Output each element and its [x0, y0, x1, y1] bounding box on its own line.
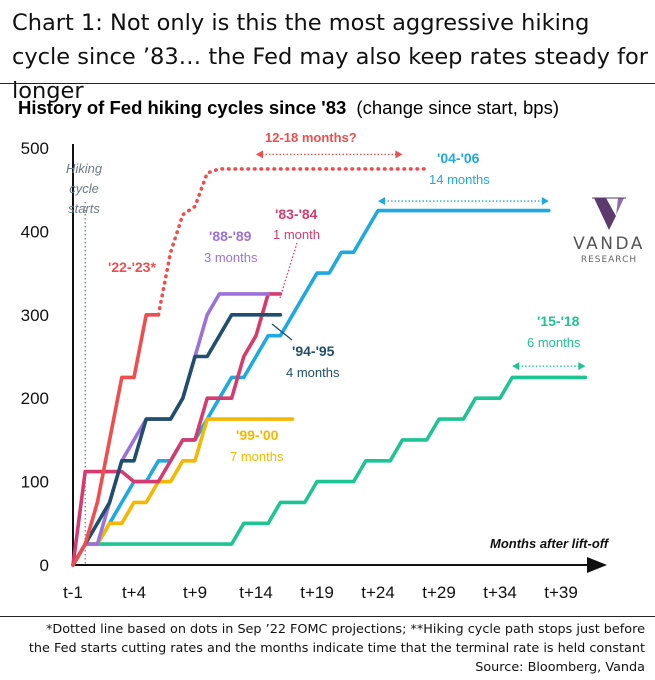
- y-tick-label: 100: [21, 473, 49, 492]
- footnote-line-1: *Dotted line based on dots in Sep ’22 FO…: [45, 622, 645, 637]
- header-divider: [0, 83, 655, 84]
- x-tick-label: t+34: [483, 583, 517, 602]
- label-83-84: '83-'84: [275, 206, 318, 222]
- start-label-line: starts: [68, 201, 100, 216]
- x-tick-label: t+29: [422, 583, 456, 602]
- start-label-line: cycle: [69, 181, 99, 196]
- chart-title: History of Fed hiking cycles since '83 (…: [18, 97, 559, 118]
- label-12-18-months: 12-18 months?: [265, 130, 357, 145]
- y-tick-label: 400: [21, 222, 49, 241]
- arrow-15-18-hold-head-right: [578, 362, 586, 371]
- vanda-logo-name: VANDA: [573, 234, 645, 254]
- series-line-94-95: [71, 313, 283, 567]
- arrow-15-18-hold-head-left: [512, 362, 520, 371]
- x-tick-label: t+19: [300, 583, 334, 602]
- vanda-logo-mark-icon: [592, 197, 626, 230]
- sublabel-83-84: 1 month: [273, 227, 320, 242]
- start-label-line: Hiking: [66, 161, 103, 176]
- series-line-83-84: [71, 292, 283, 567]
- y-tick-label: 200: [21, 389, 49, 408]
- hiking-cycle-start-marker: Hiking cycle starts: [66, 161, 103, 565]
- arrow-12-18-months-head-left: [256, 150, 263, 159]
- arrow-04-06-hold-head-right: [541, 197, 549, 206]
- footnote-source: Source: Bloomberg, Vanda: [475, 660, 645, 675]
- label-04-06: '04-'06: [437, 150, 480, 166]
- arrow-12-18-months-head-right: [395, 150, 403, 159]
- vanda-logo-sub: RESEARCH: [580, 255, 638, 265]
- x-tick-label: t+39: [544, 583, 578, 602]
- y-axis: 0 100 200 300 400 500: [21, 139, 74, 575]
- series-line-04-06: [71, 208, 551, 567]
- y-tick-label: 500: [21, 139, 49, 158]
- sublabel-88-89: 3 months: [204, 250, 258, 265]
- series-line-15-18: [71, 375, 588, 567]
- label-22-23: '22-'23*: [108, 259, 156, 275]
- sublabel-99-00: 7 months: [230, 449, 284, 464]
- x-tick-label: t+4: [122, 583, 146, 602]
- footer-divider: [0, 616, 655, 617]
- label-88-89: '88-'89: [209, 228, 252, 244]
- series-lines: [71, 167, 588, 567]
- chart-title-bold: History of Fed hiking cycles since '83: [18, 97, 346, 118]
- series-projection-22-23: [156, 167, 429, 317]
- x-axis: t-1 t+4 t+9 t+14 t+19 t+24 t+29 t+34 t+39: [63, 557, 607, 602]
- leader-83-84: [279, 242, 298, 299]
- x-axis-title: Months after lift-off: [490, 536, 610, 551]
- chart-title-normal: (change since start, bps): [356, 97, 559, 118]
- x-tick-label: t+24: [361, 583, 395, 602]
- series-line-22-23: [71, 313, 161, 567]
- sublabel-15-18: 6 months: [527, 335, 581, 350]
- label-15-18: '15-'18: [537, 313, 580, 329]
- page-title: Chart 1: Not only is this the most aggre…: [12, 10, 649, 104]
- x-tick-label: t-1: [63, 583, 83, 602]
- chart: History of Fed hiking cycles since '83 (…: [18, 97, 610, 602]
- y-tick-label: 0: [40, 556, 49, 575]
- arrow-04-06-hold-head-left: [378, 197, 385, 206]
- vanda-logo: VANDA RESEARCH: [566, 196, 652, 276]
- label-99-00: '99-'00: [236, 427, 279, 443]
- x-tick-label: t+9: [183, 583, 207, 602]
- label-94-95: '94-'95: [292, 343, 335, 359]
- leader-94-95: [271, 323, 293, 341]
- y-tick-label: 300: [21, 306, 49, 325]
- x-tick-label: t+14: [239, 583, 273, 602]
- sublabel-94-95: 4 months: [286, 365, 340, 380]
- sublabel-04-06: 14 months: [429, 172, 490, 187]
- footnote-line-2: the Fed starts cutting rates and the mon…: [28, 641, 645, 656]
- annotations: '22-'23* '83-'84 1 month '88-'89 3 month…: [108, 130, 610, 551]
- series-line-99-00: [71, 417, 295, 567]
